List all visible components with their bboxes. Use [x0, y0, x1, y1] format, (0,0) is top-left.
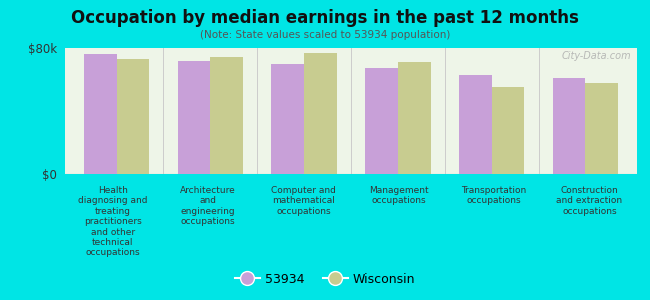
Bar	[459, 75, 491, 174]
Legend: 53934, Wisconsin: 53934, Wisconsin	[229, 268, 421, 291]
Text: Architecture
and
engineering
occupations: Architecture and engineering occupations	[180, 186, 236, 226]
Bar	[398, 62, 431, 174]
Text: Transportation
occupations: Transportation occupations	[462, 186, 526, 206]
Bar	[304, 53, 337, 174]
Text: Construction
and extraction
occupations: Construction and extraction occupations	[556, 186, 623, 216]
Bar	[552, 78, 586, 174]
Text: Computer and
mathematical
occupations: Computer and mathematical occupations	[271, 186, 336, 216]
Bar	[365, 68, 398, 174]
Text: City-Data.com: City-Data.com	[562, 50, 631, 61]
Text: Management
occupations: Management occupations	[369, 186, 428, 206]
Bar	[271, 64, 304, 174]
Bar	[177, 61, 211, 174]
Text: Occupation by median earnings in the past 12 months: Occupation by median earnings in the pas…	[71, 9, 579, 27]
Text: (Note: State values scaled to 53934 population): (Note: State values scaled to 53934 popu…	[200, 30, 450, 40]
Bar	[211, 57, 243, 174]
Bar	[84, 54, 116, 174]
Bar	[116, 59, 150, 174]
Text: Health
diagnosing and
treating
practitioners
and other
technical
occupations: Health diagnosing and treating practitio…	[78, 186, 148, 257]
Bar	[586, 82, 618, 174]
Bar	[491, 87, 525, 174]
